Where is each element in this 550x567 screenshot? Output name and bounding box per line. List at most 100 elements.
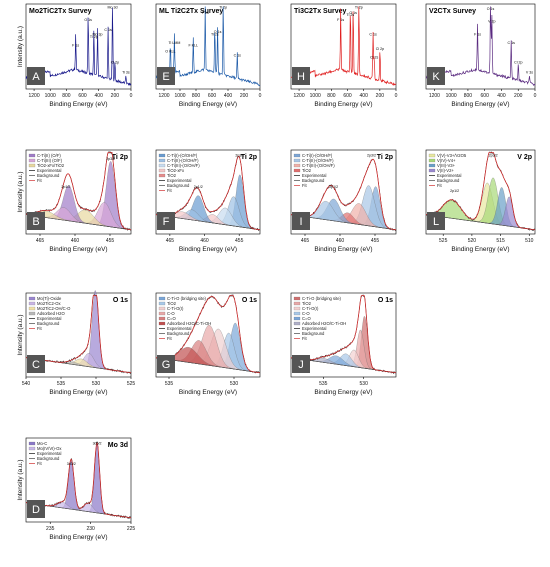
chart-title: Mo 3d — [108, 442, 128, 449]
panel-letter: J — [298, 359, 304, 371]
legend-swatch — [158, 301, 166, 306]
legend-entry: Fit — [37, 178, 42, 183]
legend-swatch — [28, 301, 36, 306]
x-axis-label: Binding Energy (eV) — [314, 389, 372, 396]
x-tick-label: 400 — [95, 93, 104, 99]
panel-letter: A — [32, 71, 40, 83]
y-axis-label: Intensity (a.u.) — [17, 314, 24, 355]
legend-entry: C-Ti-O(I) — [167, 306, 184, 311]
chart-title: ML Ti2C2Tx Survey — [159, 8, 223, 15]
panel-badge — [157, 212, 175, 230]
x-tick-label: 600 — [481, 93, 490, 99]
plot-frame — [155, 149, 261, 235]
legend-entry: C=O — [302, 316, 311, 321]
x-tick-label: 525 — [439, 238, 448, 244]
peak-annotation: 2p3/2 — [489, 154, 498, 158]
panel-badge — [292, 67, 310, 85]
legend-entry: Experimental — [167, 178, 192, 183]
x-axis-label: Binding Energy (eV) — [179, 389, 237, 396]
x-tick-label: 1000 — [45, 93, 56, 99]
peak-label: Ti LMM — [168, 41, 180, 45]
x-tick-label: 0 — [534, 93, 537, 99]
peak-label: F 1s — [337, 18, 344, 22]
legend-entry: Fit — [167, 336, 172, 341]
legend-entry: Background — [302, 331, 325, 336]
x-tick-label: 400 — [224, 93, 233, 99]
x-tick-label: 460 — [71, 238, 80, 244]
peak-label: F 1s — [474, 32, 481, 36]
panel-C: 540 535 530 525 Binding Energy (eV) Intensity… — [17, 290, 135, 396]
legend-swatch — [293, 163, 301, 168]
panel-letter: H — [297, 71, 305, 83]
legend-swatch — [293, 301, 301, 306]
panel-A: 1200 1000 800 600 400 200 0 Binding Energy (eV)… — [17, 3, 133, 108]
legend-swatch — [158, 158, 166, 163]
plot-frame — [290, 149, 397, 235]
panel-E: 1200 1000 800 600 400 200 0 Binding Energy (eV)… — [155, 3, 262, 108]
legend-swatch — [158, 321, 166, 326]
y-axis-label: Intensity (a.u.) — [17, 459, 24, 500]
peak-annotation: 2p1/2 — [194, 185, 203, 189]
legend-swatch — [428, 158, 436, 163]
peak-label: Cl 2s — [370, 55, 378, 59]
panel-badge — [157, 67, 175, 85]
legend-entry: C=O — [167, 316, 176, 321]
legend-entry: Experimental — [37, 316, 62, 321]
legend-entry: Background — [167, 183, 190, 188]
peak-label: C 1s — [507, 41, 515, 45]
legend-swatch — [293, 321, 301, 326]
legend-entry: C-Ti(I)-(O/OH/F) — [302, 153, 333, 158]
panel-letter: L — [433, 216, 439, 228]
legend-entry: TiO2 — [167, 173, 177, 178]
x-tick-label: 535 — [165, 381, 174, 387]
x-tick-label: 520 — [468, 238, 477, 244]
x-tick-label: 200 — [514, 93, 523, 99]
x-tick-label: 0 — [259, 93, 262, 99]
legend-entry: Background — [437, 178, 460, 183]
x-tick-label: 525 — [127, 381, 136, 387]
plot-frame — [425, 149, 536, 235]
peak-label: V 3s — [526, 71, 533, 75]
x-tick-label: 510 — [525, 238, 534, 244]
peak-annotation: 3d3/2 — [67, 462, 76, 466]
peak-annotation: 2p3/2 — [235, 154, 244, 158]
legend-entry: Background — [37, 456, 60, 461]
panel-G: 535 530 Binding Energy (eV) O 1s C-Ti-O (bri… — [155, 292, 261, 396]
legend-entry: Mo2TiC2-Ox — [37, 301, 61, 306]
peak-label: Ti 3s — [122, 71, 130, 75]
legend-swatch — [293, 158, 301, 163]
x-tick-label: 400 — [360, 93, 369, 99]
x-tick-label: 200 — [376, 93, 385, 99]
legend-entry: Fit — [37, 326, 42, 331]
peak-label: O 1s — [487, 7, 495, 11]
x-tick-label: 0 — [130, 93, 133, 99]
peak-label: Cl 2p — [111, 61, 119, 65]
x-axis-label: Binding Energy (eV) — [179, 246, 237, 253]
legend-swatch — [293, 316, 301, 321]
legend-entry: V(III)-V3+ — [437, 163, 456, 168]
panel-letter: I — [299, 216, 302, 228]
legend-entry: Experimental — [302, 173, 327, 178]
x-tick-label: 800 — [327, 93, 336, 99]
peak-label: Ti 2p — [90, 35, 98, 39]
panel-badge — [427, 67, 445, 85]
x-axis-label: Binding Energy (eV) — [49, 246, 107, 253]
chart-title: Ti 2p — [377, 154, 393, 161]
legend-entry: C-Ti-O (bridging site) — [302, 296, 342, 301]
legend-entry: Background — [167, 331, 190, 336]
peak-label: O KLL — [165, 49, 175, 53]
legend-entry: Mo2TiC2-OH/C-O — [37, 306, 71, 311]
x-tick-label: 1000 — [310, 93, 321, 99]
legend-swatch — [158, 306, 166, 311]
y-axis-label: Intensity (a.u.) — [17, 26, 24, 67]
peak-label: Mo 3d — [108, 5, 118, 9]
chart-title: O 1s — [113, 297, 128, 304]
x-tick-label: 535 — [319, 381, 328, 387]
x-tick-label: 600 — [343, 93, 352, 99]
legend-swatch — [158, 168, 166, 173]
peak-label: Cl 2p — [376, 47, 384, 51]
peak-annotation: 2p1/2 — [450, 189, 459, 193]
x-tick-label: 800 — [62, 93, 71, 99]
peak-label: Ti 2p — [219, 5, 227, 9]
legend-entry: C-Ti(II) (O/F) — [37, 153, 61, 158]
